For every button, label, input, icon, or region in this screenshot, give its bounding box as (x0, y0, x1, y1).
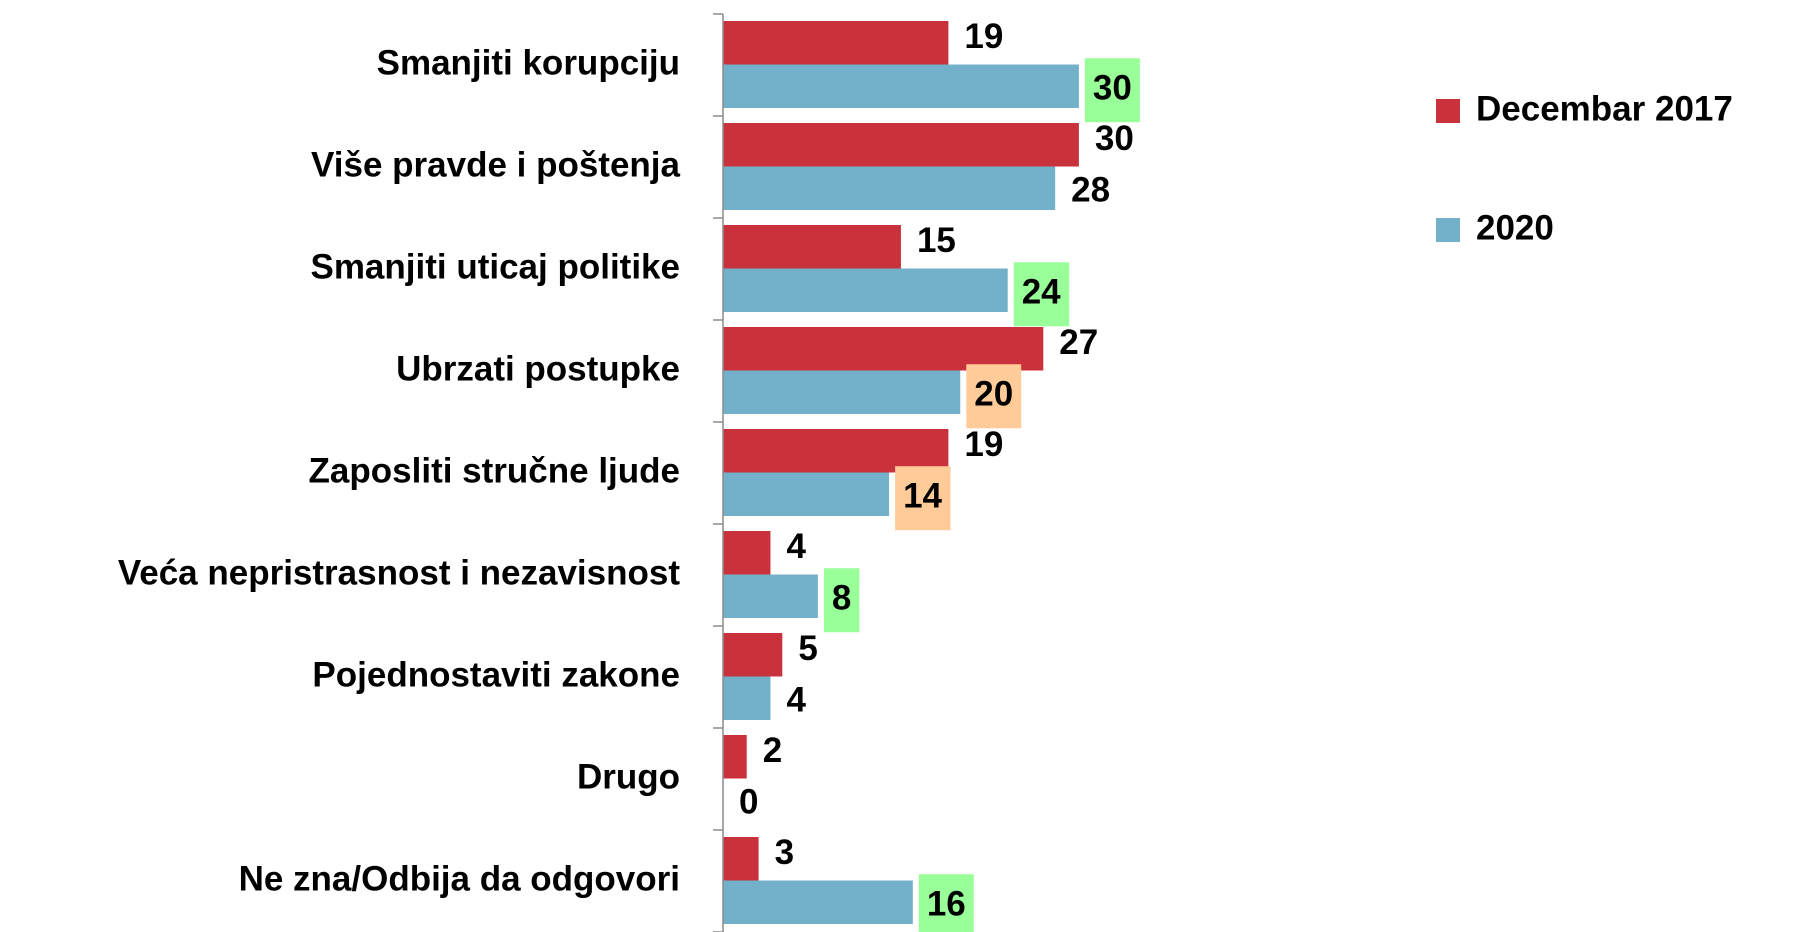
bar (723, 429, 949, 473)
bar (723, 472, 890, 516)
value-label: 24 (1022, 273, 1061, 312)
bar (723, 21, 949, 65)
category-label: Ubrzati postupke (396, 349, 680, 388)
value-label: 28 (1071, 171, 1110, 210)
value-label: 20 (974, 375, 1013, 414)
category-label: Smanjiti uticaj politike (310, 247, 680, 286)
bar (723, 676, 771, 720)
value-label: 3 (775, 833, 794, 872)
category-label: Zaposliti stručne ljude (309, 451, 680, 490)
value-label: 27 (1059, 323, 1098, 362)
value-label: 30 (1093, 69, 1132, 108)
value-label: 19 (964, 17, 1003, 56)
value-label: 5 (798, 629, 817, 668)
label-highlight (918, 874, 974, 932)
legend-swatch (1436, 218, 1460, 242)
label-highlight (966, 364, 1022, 429)
value-label: 19 (964, 425, 1003, 464)
value-label: 4 (786, 527, 806, 566)
legend-swatch (1436, 99, 1460, 123)
bar (723, 574, 818, 618)
value-label: 15 (917, 221, 956, 260)
bar (723, 370, 961, 414)
bar (723, 735, 747, 779)
value-label: 14 (903, 477, 942, 516)
value-label: 16 (927, 885, 966, 924)
value-label: 4 (786, 681, 806, 720)
bar (723, 123, 1079, 167)
bar (723, 837, 759, 881)
label-highlight (1013, 262, 1070, 327)
value-label: 8 (832, 579, 851, 618)
category-label: Drugo (577, 757, 680, 796)
bar (723, 327, 1044, 371)
label-highlight (895, 466, 951, 531)
category-label: Pojednostaviti zakone (312, 655, 680, 694)
bar (723, 880, 913, 924)
category-label: Veća nepristrasnost i nezavisnost (118, 553, 681, 592)
bar (723, 531, 771, 575)
label-highlight (1084, 58, 1140, 123)
bar (723, 64, 1079, 108)
category-label: Ne zna/Odbija da odgovori (239, 859, 680, 898)
bar (723, 633, 783, 677)
category-label: Više pravde i poštenja (311, 145, 680, 184)
legend-label: Decembar 2017 (1476, 89, 1733, 128)
category-label: Smanjiti korupciju (377, 43, 680, 82)
value-label: 30 (1095, 119, 1134, 158)
bar (723, 268, 1008, 312)
legend-label: 2020 (1476, 208, 1554, 247)
value-label: 2 (763, 731, 782, 770)
bar (723, 225, 901, 269)
value-label: 0 (739, 783, 758, 822)
label-highlight (823, 568, 860, 633)
bar (723, 166, 1056, 210)
